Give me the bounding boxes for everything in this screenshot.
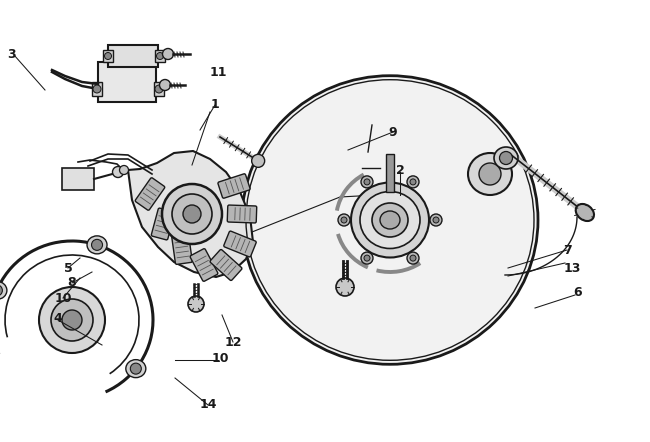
Text: 14: 14: [200, 399, 216, 412]
Text: 2: 2: [396, 164, 404, 176]
Circle shape: [336, 278, 354, 296]
FancyBboxPatch shape: [224, 231, 256, 257]
FancyBboxPatch shape: [227, 205, 257, 223]
Ellipse shape: [576, 204, 594, 221]
Ellipse shape: [87, 236, 107, 254]
Bar: [108, 45, 158, 67]
Circle shape: [361, 252, 373, 264]
Circle shape: [410, 179, 416, 185]
Circle shape: [499, 152, 512, 164]
Circle shape: [157, 53, 164, 60]
Bar: [62, 168, 94, 190]
Ellipse shape: [380, 211, 400, 229]
Circle shape: [172, 194, 212, 234]
Bar: [386, 154, 394, 192]
Circle shape: [0, 285, 3, 296]
FancyBboxPatch shape: [190, 249, 218, 282]
Bar: [155, 50, 165, 62]
Circle shape: [341, 217, 347, 223]
Text: 12: 12: [224, 335, 242, 348]
Circle shape: [92, 240, 103, 250]
Circle shape: [188, 296, 204, 312]
FancyBboxPatch shape: [172, 234, 192, 264]
Ellipse shape: [242, 76, 538, 364]
Bar: [103, 50, 113, 62]
Circle shape: [105, 53, 112, 60]
Circle shape: [93, 85, 101, 93]
Text: 11: 11: [209, 65, 227, 79]
Ellipse shape: [468, 153, 512, 195]
Circle shape: [364, 255, 370, 261]
Circle shape: [62, 310, 82, 330]
Text: 10: 10: [54, 292, 72, 305]
Circle shape: [433, 217, 439, 223]
Circle shape: [155, 85, 163, 93]
Text: 9: 9: [389, 126, 397, 138]
Circle shape: [338, 214, 350, 226]
Polygon shape: [128, 151, 253, 277]
Text: 10: 10: [211, 351, 229, 365]
Circle shape: [39, 287, 105, 353]
Circle shape: [162, 49, 174, 60]
Bar: [154, 82, 164, 96]
FancyBboxPatch shape: [151, 208, 175, 240]
Ellipse shape: [126, 360, 146, 377]
Circle shape: [252, 154, 265, 168]
Ellipse shape: [360, 191, 420, 248]
Ellipse shape: [494, 147, 518, 169]
Circle shape: [410, 255, 416, 261]
Ellipse shape: [0, 282, 7, 299]
Ellipse shape: [351, 183, 429, 258]
Bar: [92, 82, 102, 96]
Circle shape: [479, 163, 501, 185]
Text: 13: 13: [564, 262, 580, 274]
Circle shape: [131, 363, 141, 374]
Text: 7: 7: [563, 244, 571, 256]
Circle shape: [183, 205, 201, 223]
Circle shape: [51, 299, 93, 341]
FancyBboxPatch shape: [135, 178, 164, 210]
Text: 1: 1: [211, 99, 220, 111]
FancyBboxPatch shape: [210, 250, 242, 281]
Ellipse shape: [372, 203, 408, 237]
Circle shape: [407, 176, 419, 188]
Text: 4: 4: [53, 312, 62, 324]
Circle shape: [159, 80, 170, 91]
Text: 3: 3: [8, 49, 16, 61]
Text: 8: 8: [68, 277, 76, 290]
Text: 5: 5: [64, 262, 72, 274]
Circle shape: [112, 167, 124, 178]
Circle shape: [162, 184, 222, 244]
Circle shape: [407, 252, 419, 264]
Circle shape: [364, 179, 370, 185]
Text: 6: 6: [574, 286, 582, 300]
FancyBboxPatch shape: [218, 174, 250, 198]
Circle shape: [430, 214, 442, 226]
Circle shape: [120, 165, 129, 175]
Circle shape: [361, 176, 373, 188]
Bar: [98, 62, 156, 102]
